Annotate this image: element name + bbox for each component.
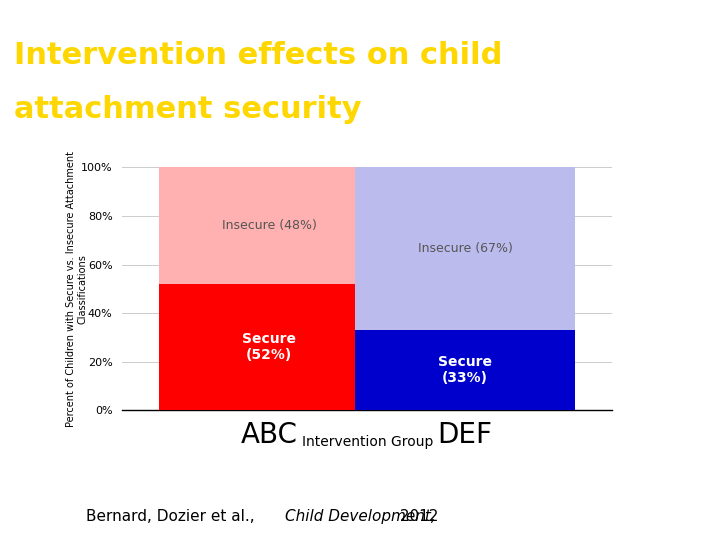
- Text: Intervention Group: Intervention Group: [302, 435, 433, 449]
- Text: 2012: 2012: [395, 509, 438, 524]
- Bar: [159, 167, 379, 284]
- Text: Secure
(33%): Secure (33%): [438, 355, 492, 386]
- Bar: [159, 284, 379, 410]
- Bar: [355, 167, 575, 330]
- Text: ABC: ABC: [240, 421, 298, 449]
- Text: Insecure (67%): Insecure (67%): [418, 242, 513, 255]
- Text: Insecure (48%): Insecure (48%): [222, 219, 317, 232]
- Bar: [355, 330, 575, 410]
- Text: Bernard, Dozier et al.,: Bernard, Dozier et al.,: [86, 509, 260, 524]
- Text: attachment security: attachment security: [14, 94, 362, 124]
- Y-axis label: Percent of Children with Secure vs. Insecure Attachment
Classifications: Percent of Children with Secure vs. Inse…: [66, 151, 88, 427]
- Text: Child Development,: Child Development,: [285, 509, 436, 524]
- Text: DEF: DEF: [438, 421, 492, 449]
- Text: Secure
(52%): Secure (52%): [243, 332, 297, 362]
- Text: Intervention effects on child: Intervention effects on child: [14, 40, 503, 70]
